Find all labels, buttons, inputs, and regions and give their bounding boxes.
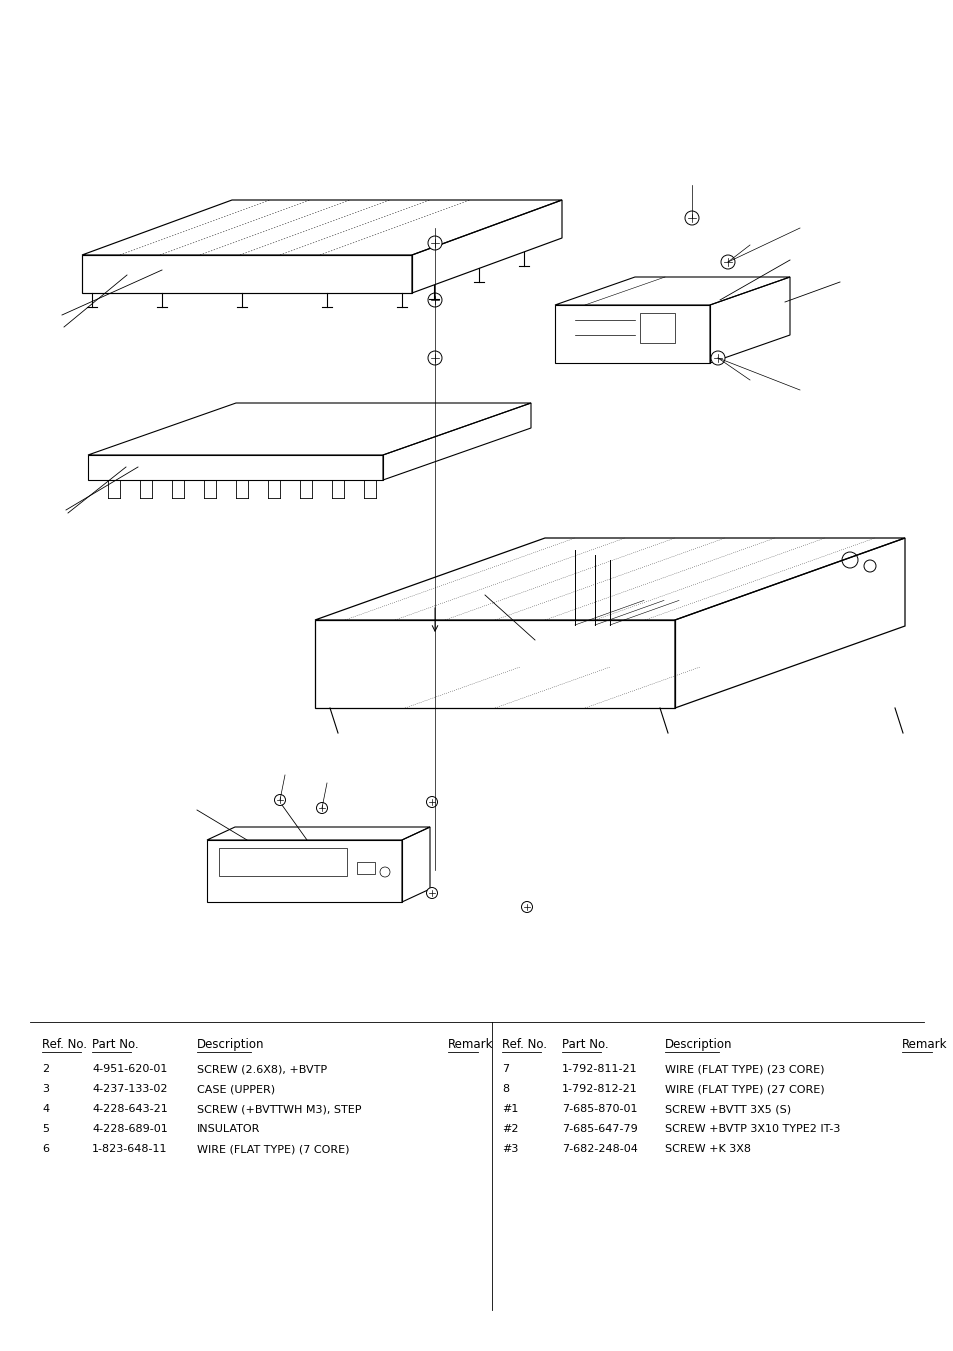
Text: 8: 8	[501, 1084, 509, 1094]
Text: 5: 5	[42, 1124, 49, 1133]
Text: #2: #2	[501, 1124, 518, 1133]
Text: 6: 6	[42, 1144, 49, 1154]
Text: 2: 2	[42, 1065, 49, 1074]
Text: Description: Description	[664, 1038, 732, 1051]
Text: 4-951-620-01: 4-951-620-01	[91, 1065, 167, 1074]
Text: Ref. No.: Ref. No.	[501, 1038, 546, 1051]
Circle shape	[521, 901, 532, 912]
Text: SCREW +BVTT 3X5 (S): SCREW +BVTT 3X5 (S)	[664, 1104, 790, 1115]
Circle shape	[428, 236, 441, 250]
Circle shape	[426, 797, 437, 808]
Text: #3: #3	[501, 1144, 517, 1154]
Text: INSULATOR: INSULATOR	[196, 1124, 260, 1133]
Circle shape	[426, 888, 437, 898]
Text: 4-228-689-01: 4-228-689-01	[91, 1124, 168, 1133]
Text: Ref. No.: Ref. No.	[42, 1038, 87, 1051]
Text: Part No.: Part No.	[561, 1038, 608, 1051]
Circle shape	[720, 255, 734, 269]
Text: 3: 3	[42, 1084, 49, 1094]
Text: 7-682-248-04: 7-682-248-04	[561, 1144, 638, 1154]
Text: 1-792-812-21: 1-792-812-21	[561, 1084, 638, 1094]
Text: SCREW (+BVTTWH M3), STEP: SCREW (+BVTTWH M3), STEP	[196, 1104, 361, 1115]
Text: WIRE (FLAT TYPE) (23 CORE): WIRE (FLAT TYPE) (23 CORE)	[664, 1065, 823, 1074]
Text: 4-228-643-21: 4-228-643-21	[91, 1104, 168, 1115]
Text: SCREW +BVTP 3X10 TYPE2 IT-3: SCREW +BVTP 3X10 TYPE2 IT-3	[664, 1124, 840, 1133]
Circle shape	[684, 211, 699, 226]
Text: 4-237-133-02: 4-237-133-02	[91, 1084, 168, 1094]
Bar	[639, 313, 675, 343]
Text: Part No.: Part No.	[91, 1038, 138, 1051]
Circle shape	[274, 794, 285, 805]
Text: #1: #1	[501, 1104, 517, 1115]
Text: Description: Description	[196, 1038, 264, 1051]
Text: 4: 4	[42, 1104, 49, 1115]
Circle shape	[710, 351, 724, 365]
Text: 1-823-648-11: 1-823-648-11	[91, 1144, 168, 1154]
Text: WIRE (FLAT TYPE) (27 CORE): WIRE (FLAT TYPE) (27 CORE)	[664, 1084, 823, 1094]
Text: SCREW +K 3X8: SCREW +K 3X8	[664, 1144, 750, 1154]
Text: 7: 7	[501, 1065, 509, 1074]
Text: Remark: Remark	[448, 1038, 493, 1051]
Text: CASE (UPPER): CASE (UPPER)	[196, 1084, 274, 1094]
Text: 7-685-870-01: 7-685-870-01	[561, 1104, 637, 1115]
Text: 1-792-811-21: 1-792-811-21	[561, 1065, 637, 1074]
Text: Remark: Remark	[901, 1038, 946, 1051]
Text: 7-685-647-79: 7-685-647-79	[561, 1124, 638, 1133]
Text: SCREW (2.6X8), +BVTP: SCREW (2.6X8), +BVTP	[196, 1065, 327, 1074]
Circle shape	[428, 293, 441, 307]
Circle shape	[428, 351, 441, 365]
Text: WIRE (FLAT TYPE) (7 CORE): WIRE (FLAT TYPE) (7 CORE)	[196, 1144, 349, 1154]
Bar	[219, 848, 347, 875]
Bar	[356, 862, 375, 874]
Circle shape	[316, 802, 327, 813]
